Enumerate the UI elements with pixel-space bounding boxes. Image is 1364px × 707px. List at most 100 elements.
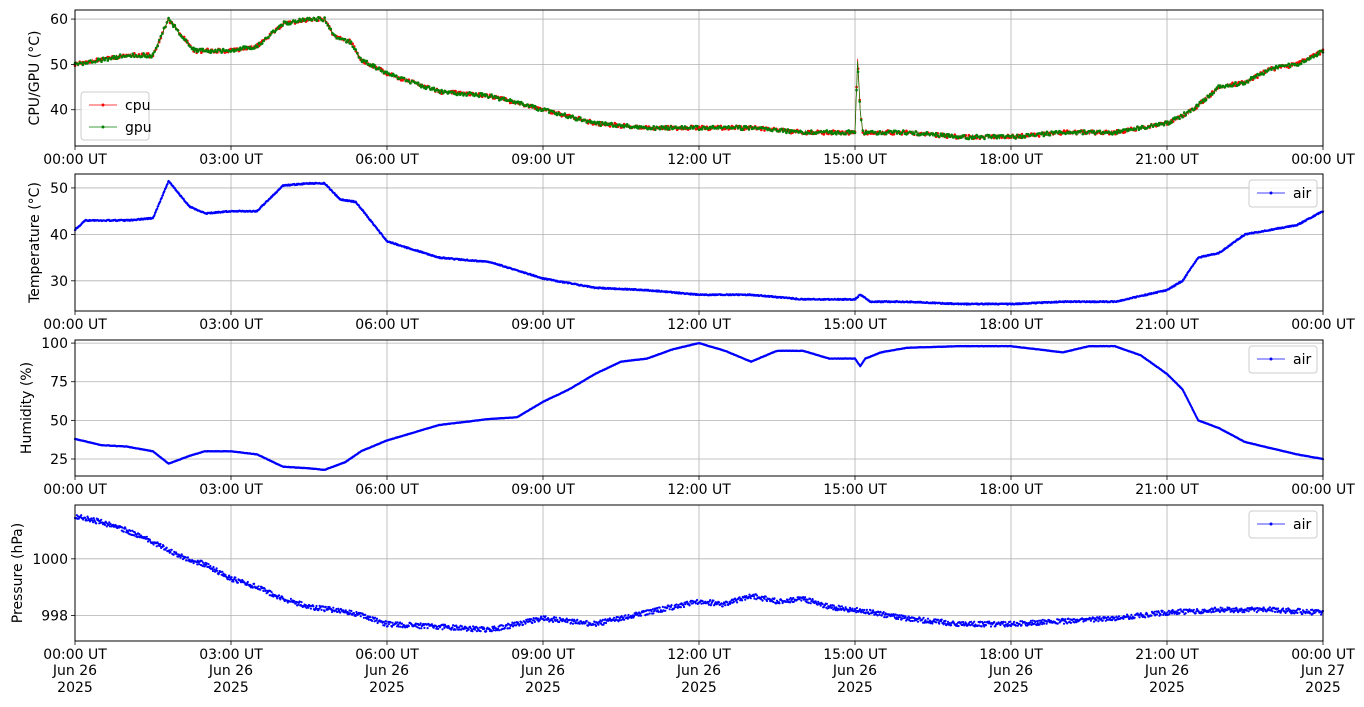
data-point-gpu [1154,122,1158,126]
data-point-gpu [741,128,744,132]
data-point-gpu [1309,57,1312,60]
data-point-gpu [583,118,587,122]
data-point-gpu [446,92,450,95]
data-point-gpu [925,130,929,134]
data-point-gpu [462,94,465,97]
data-point-gpu [1237,83,1241,86]
data-point-gpu [290,21,294,24]
data-point-gpu [604,121,607,124]
data-point-gpu [808,132,812,135]
legend-marker-cpu [101,103,105,107]
data-point-gpu [547,111,551,114]
x-tick-label: 18:00 UT [979,317,1043,333]
data-point-cpu [608,125,612,128]
data-point-gpu [1212,91,1216,94]
data-point-gpu [237,48,241,52]
data-point-gpu [117,55,120,59]
data-point-gpu [465,94,468,97]
data-point-gpu [1075,132,1078,136]
data-point-gpu [262,39,266,43]
data-point-gpu [847,129,851,132]
data-point-air [159,200,162,203]
data-point-gpu [324,21,328,25]
data-point-gpu [1015,133,1019,137]
data-point-gpu [1114,130,1117,134]
x-tick-label: 03:00 UT [199,152,263,168]
data-point-gpu [343,38,347,41]
data-point-gpu [767,127,771,130]
data-point-gpu [1092,129,1095,133]
data-point-gpu [218,49,222,52]
data-point-gpu [1014,137,1017,140]
data-point-gpu [471,93,475,96]
data-point-gpu [727,125,730,128]
data-point-gpu [267,36,270,39]
data-point-gpu [1026,132,1030,136]
data-point-gpu [625,123,629,126]
data-point-air [153,213,156,216]
data-point-gpu [682,127,685,131]
data-point-gpu [947,133,950,136]
data-point-gpu [240,47,244,51]
data-point-gpu [351,45,355,49]
data-point-gpu [994,134,997,137]
data-point-gpu [95,59,99,63]
data-point-gpu [409,81,412,85]
data-point-gpu [967,137,971,141]
data-point-gpu [897,130,900,133]
data-point-gpu [296,20,300,23]
data-point-gpu [318,16,322,20]
data-point-cpu [1037,135,1041,138]
data-point-gpu [781,130,785,133]
data-point-gpu [855,88,858,92]
data-point-gpu [289,22,292,26]
data-point-gpu [209,51,212,54]
data-point-gpu [571,114,574,117]
data-point-gpu [1288,65,1292,69]
data-point-gpu [1193,107,1197,110]
y-tick-label: 40 [50,227,68,243]
data-point-gpu [700,128,704,131]
data-point-gpu [1312,56,1315,59]
data-point-gpu [970,137,974,140]
data-point-gpu [460,92,464,95]
data-point-gpu [944,135,947,138]
data-point-gpu [260,42,264,45]
data-point-gpu [683,125,687,128]
data-point-gpu [256,45,259,49]
data-point-gpu [156,44,159,48]
data-point-gpu [830,130,833,133]
data-point-gpu [189,45,192,49]
data-point-gpu [1056,131,1060,135]
x-tick-label: 06:00 UT [355,317,419,333]
y-tick-label: 40 [50,103,68,119]
data-point-gpu [104,56,108,60]
x-tick-label: 18:00 UT [979,152,1043,168]
data-point-gpu [987,133,991,137]
legend-box [80,91,150,141]
data-point-gpu [555,113,559,117]
data-point-gpu [788,131,791,134]
data-point-gpu [229,50,233,53]
y-axis-label: Temperature (°C) [27,182,43,304]
data-point-gpu [783,128,787,131]
data-point-gpu [658,127,662,131]
data-point-gpu [159,34,163,38]
x-tick-label: 03:00 UT [199,317,263,333]
data-point-gpu [1079,129,1083,133]
data-point-air [357,204,360,207]
data-point-gpu [98,58,102,61]
data-point-gpu [1040,131,1044,134]
data-point-gpu [274,28,278,32]
data-point-gpu [1020,136,1024,140]
data-point-gpu [1044,132,1047,136]
data-point-gpu [1304,59,1308,63]
data-point-gpu [173,23,177,27]
data-point-gpu [696,124,699,128]
data-point-gpu [983,137,986,141]
data-point-gpu [463,92,467,95]
data-point-gpu [1034,134,1038,137]
data-point-gpu [407,80,411,83]
data-point-gpu [315,19,319,23]
